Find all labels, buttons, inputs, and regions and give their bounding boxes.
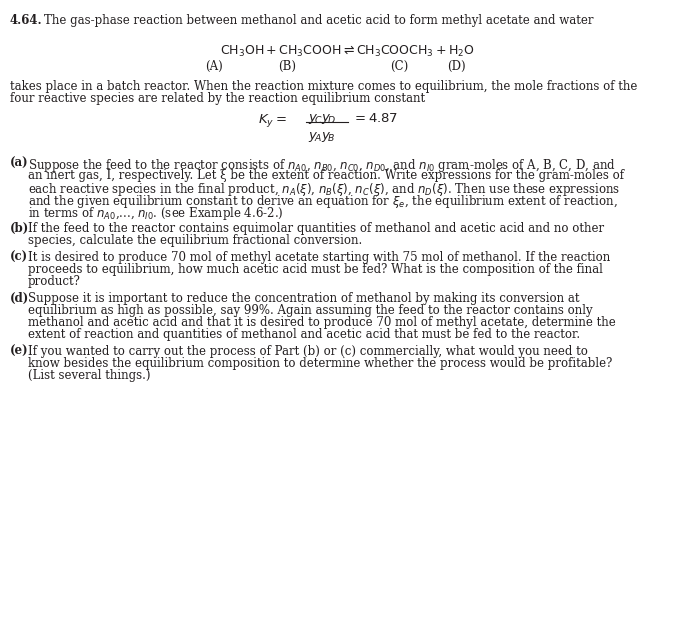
Text: (List several things.): (List several things.) <box>28 369 151 382</box>
Text: species, calculate the equilibrium fractional conversion.: species, calculate the equilibrium fract… <box>28 234 362 247</box>
Text: (B): (B) <box>278 60 296 73</box>
Text: know besides the equilibrium composition to determine whether the process would : know besides the equilibrium composition… <box>28 357 612 370</box>
Text: proceeds to equilibrium, how much acetic acid must be fed? What is the compositi: proceeds to equilibrium, how much acetic… <box>28 263 603 276</box>
Text: $K_y =$: $K_y =$ <box>258 112 287 129</box>
Text: four reactive species are related by the reaction equilibrium constant: four reactive species are related by the… <box>10 92 425 105</box>
Text: extent of reaction and quantities of methanol and acetic acid that must be fed t: extent of reaction and quantities of met… <box>28 328 580 341</box>
Text: The gas-phase reaction between methanol and acetic acid to form methyl acetate a: The gas-phase reaction between methanol … <box>44 14 594 27</box>
Text: (D): (D) <box>447 60 466 73</box>
Text: 4.64.: 4.64. <box>10 14 42 27</box>
Text: Suppose the feed to the reactor consists of $n_{A0}$, $n_{B0}$, $n_{C0}$, $n_{D0: Suppose the feed to the reactor consists… <box>28 157 616 174</box>
Text: (d): (d) <box>10 292 29 305</box>
Text: takes place in a batch reactor. When the reaction mixture comes to equilibrium, : takes place in a batch reactor. When the… <box>10 80 637 93</box>
Text: (a): (a) <box>10 157 28 170</box>
Text: and the given equilibrium constant to derive an equation for $\xi_e$, the equili: and the given equilibrium constant to de… <box>28 193 618 210</box>
Text: (b): (b) <box>10 222 29 235</box>
Text: methanol and acetic acid and that it is desired to produce 70 mol of methyl acet: methanol and acetic acid and that it is … <box>28 316 616 329</box>
Text: $y_{\!C}y_{\!D}$: $y_{\!C}y_{\!D}$ <box>308 112 336 126</box>
Text: an inert gas, I, respectively. Let ξ be the extent of reaction. Write expression: an inert gas, I, respectively. Let ξ be … <box>28 169 624 182</box>
Text: equilibrium as high as possible, say 99%. Again assuming the feed to the reactor: equilibrium as high as possible, say 99%… <box>28 304 593 317</box>
Text: $= 4.87$: $= 4.87$ <box>352 112 398 125</box>
Text: in terms of $n_{A0}$,..., $n_{I0}$. (see Example 4.6-2.): in terms of $n_{A0}$,..., $n_{I0}$. (see… <box>28 205 284 222</box>
Text: $\mathrm{CH_3OH + CH_3COOH \rightleftharpoons CH_3COOCH_3 + H_2O}$: $\mathrm{CH_3OH + CH_3COOH \rightlefthar… <box>220 44 475 59</box>
Text: (c): (c) <box>10 251 28 264</box>
Text: It is desired to produce 70 mol of methyl acetate starting with 75 mol of methan: It is desired to produce 70 mol of methy… <box>28 251 610 264</box>
Text: If you wanted to carry out the process of Part (b) or (c) commercially, what wou: If you wanted to carry out the process o… <box>28 345 588 358</box>
Text: (e): (e) <box>10 345 28 358</box>
Text: Suppose it is important to reduce the concentration of methanol by making its co: Suppose it is important to reduce the co… <box>28 292 580 305</box>
Text: each reactive species in the final product, $n_A(\xi)$, $n_B(\xi)$, $n_C(\xi)$, : each reactive species in the final produ… <box>28 181 620 198</box>
Text: product?: product? <box>28 275 81 288</box>
Text: If the feed to the reactor contains equimolar quantities of methanol and acetic : If the feed to the reactor contains equi… <box>28 222 604 235</box>
Text: (C): (C) <box>390 60 408 73</box>
Text: $y_{\!A}y_{\!B}$: $y_{\!A}y_{\!B}$ <box>308 130 336 144</box>
Text: (A): (A) <box>205 60 223 73</box>
